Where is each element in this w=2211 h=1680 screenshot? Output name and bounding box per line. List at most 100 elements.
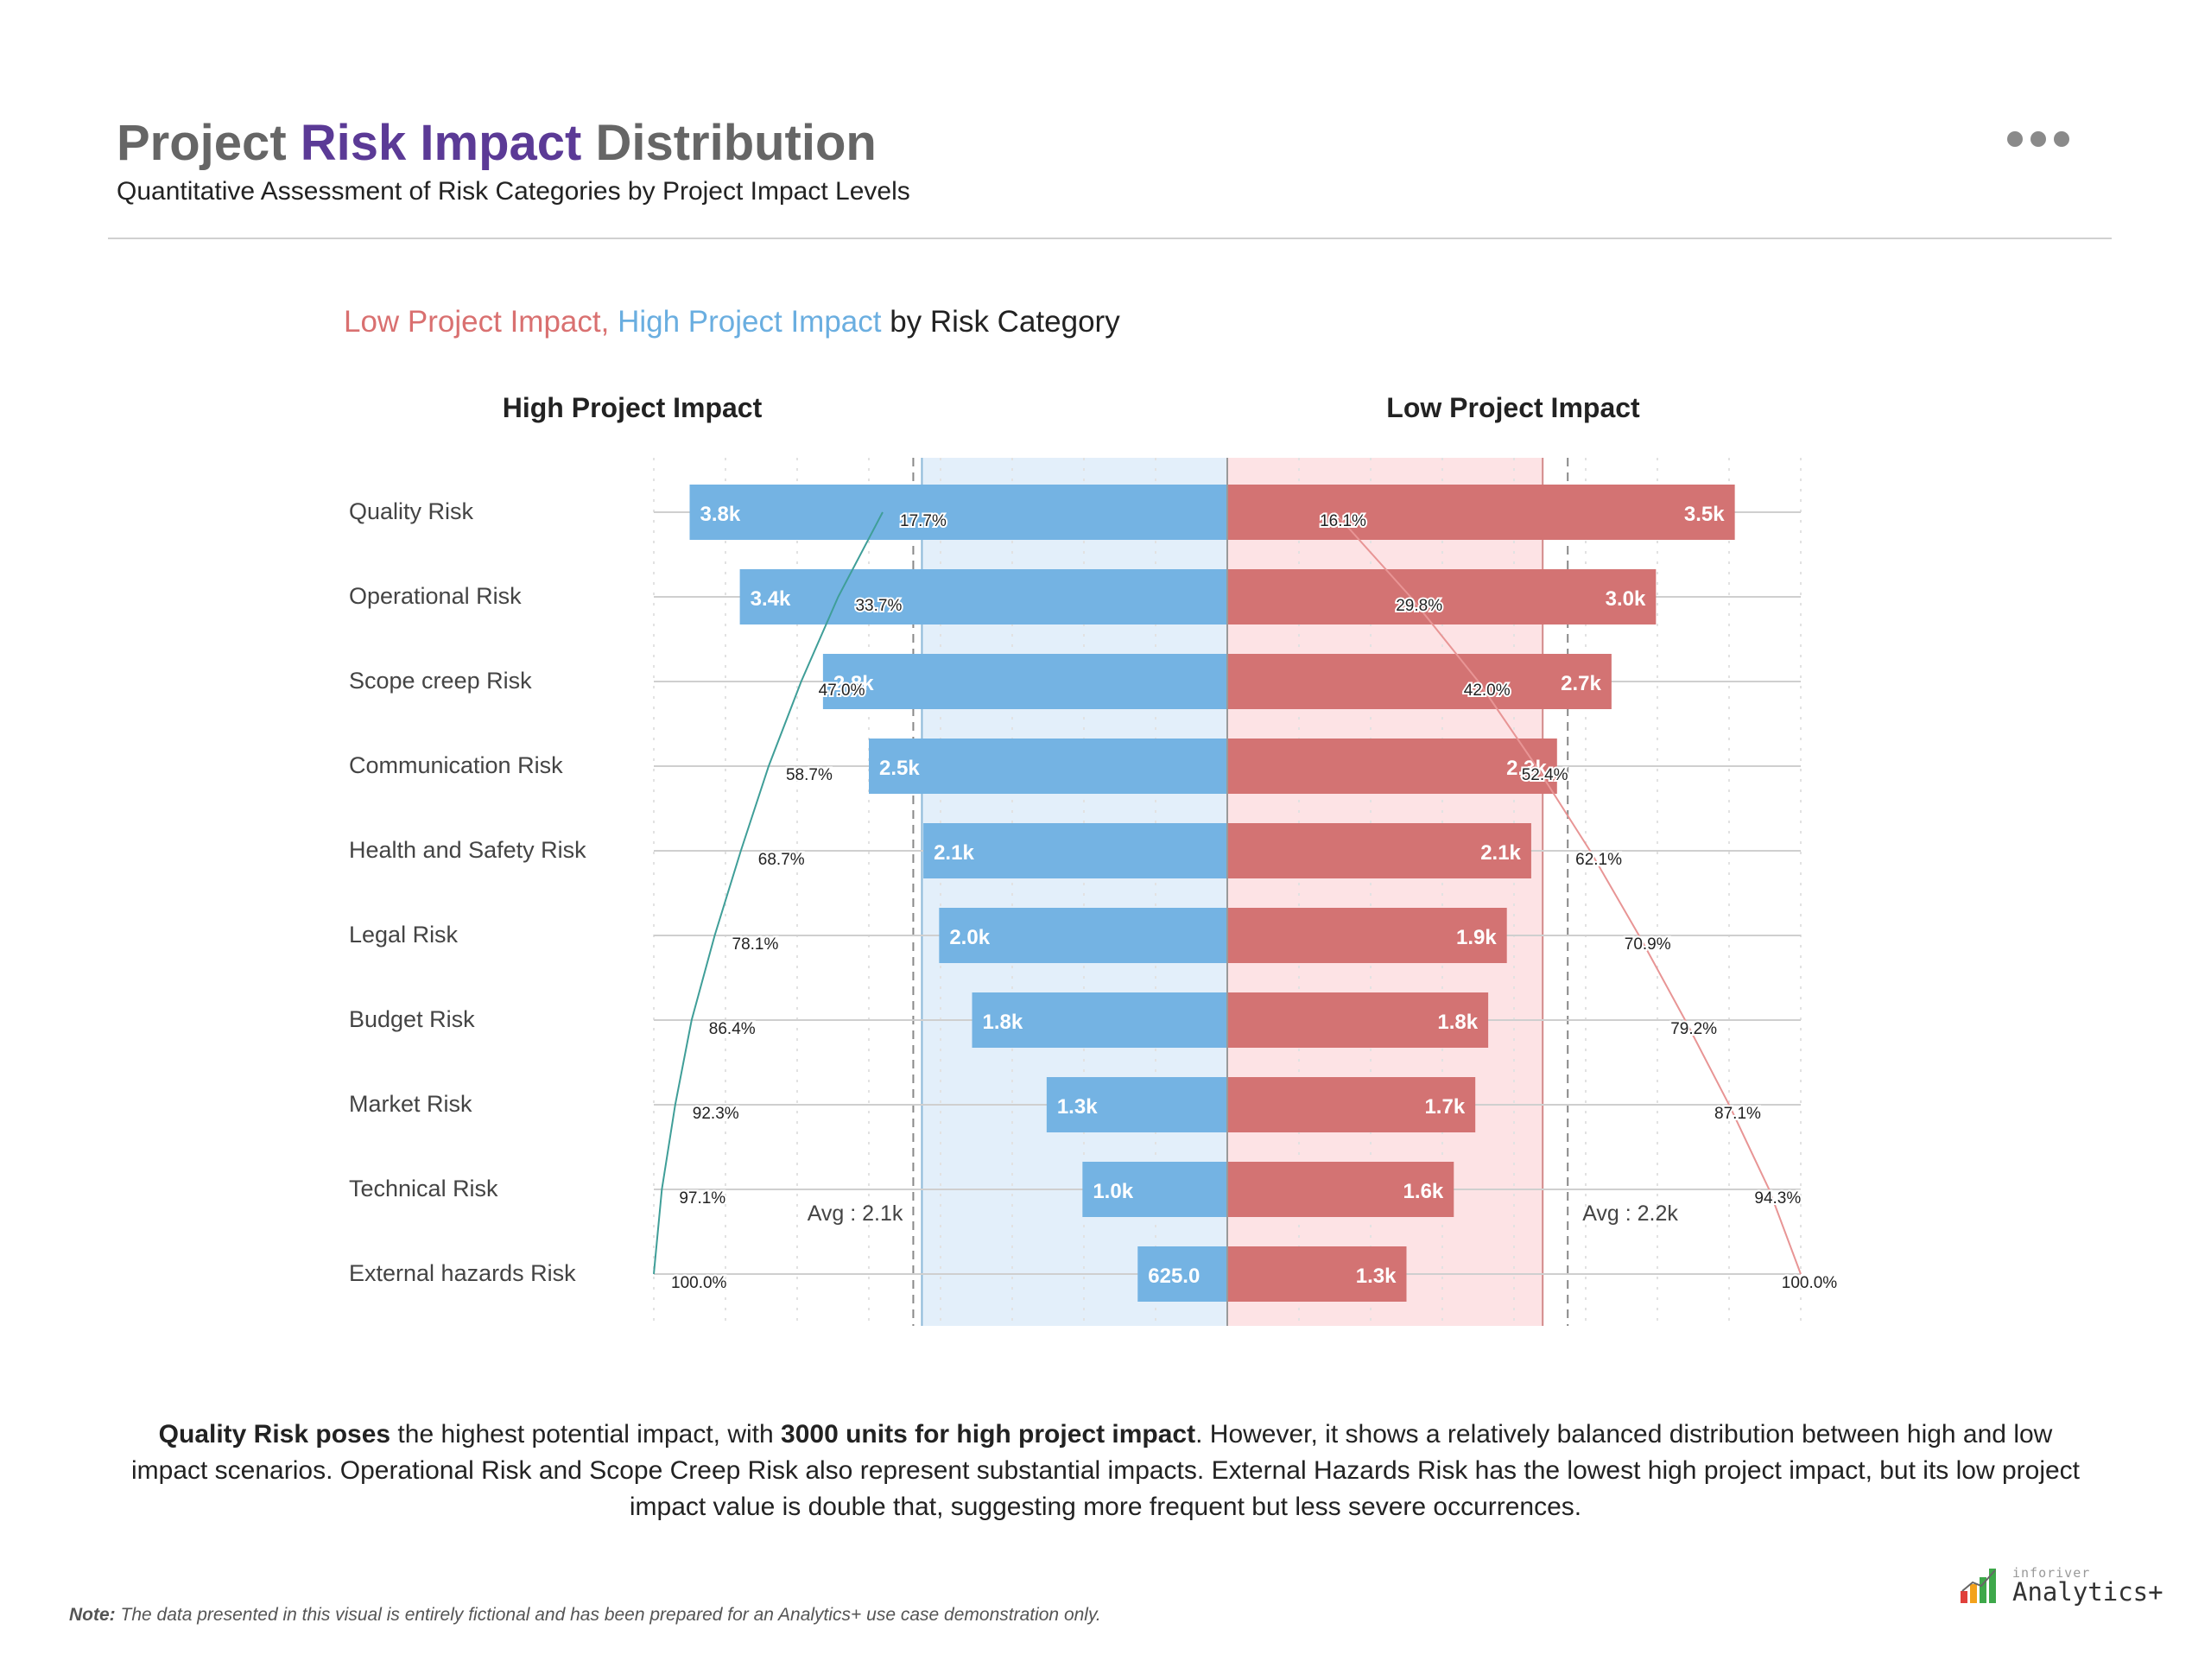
summary-bold-1: Quality Risk poses bbox=[158, 1420, 391, 1449]
high-bar-value: 1.0k bbox=[1093, 1180, 1133, 1203]
high-bar-value: 2.0k bbox=[949, 926, 990, 949]
high-cumulative-label: 78.1% bbox=[732, 935, 779, 954]
title-part-1: Project bbox=[117, 115, 301, 171]
brand-small: inforiver bbox=[2012, 1565, 2091, 1581]
low-impact-bar bbox=[1227, 485, 1735, 540]
category-label: Health and Safety Risk bbox=[349, 837, 586, 863]
category-label: Market Risk bbox=[349, 1091, 472, 1117]
low-bar-value: 1.7k bbox=[1424, 1095, 1465, 1119]
low-bar-value: 1.3k bbox=[1356, 1265, 1397, 1288]
right-panel-title: Low Project Impact bbox=[1386, 392, 1640, 423]
low-cumulative-label: 70.9% bbox=[1625, 935, 1671, 954]
title-accent: Risk Impact bbox=[300, 115, 582, 171]
high-cumulative-line bbox=[653, 511, 884, 1275]
high-average-label: Avg : 2.1k bbox=[808, 1201, 903, 1226]
low-impact-bar bbox=[1227, 1162, 1454, 1217]
diverging-bar-chart: High Project Impact Low Project Impact Qua… bbox=[349, 392, 1839, 1326]
low-cumulative-label: 16.1% bbox=[1320, 512, 1366, 530]
page-title: Project Risk Impact Distribution bbox=[117, 114, 877, 172]
low-cumulative-line bbox=[1334, 511, 1802, 1275]
chart-title-rest: by Risk Category bbox=[881, 305, 1120, 339]
summary-text-2: . However, it shows a relatively balance… bbox=[130, 1420, 2081, 1521]
category-label: Technical Risk bbox=[349, 1176, 498, 1201]
low-cumulative-label: 87.1% bbox=[1714, 1105, 1761, 1123]
high-bar-value: 2.5k bbox=[879, 757, 920, 780]
low-cumulative-label: 62.1% bbox=[1575, 851, 1622, 869]
high-bar-value: 1.3k bbox=[1057, 1095, 1098, 1119]
note-label: Note: bbox=[69, 1605, 116, 1625]
category-label: Budget Risk bbox=[349, 1006, 475, 1032]
high-cumulative-label: 47.0% bbox=[819, 682, 865, 700]
page-subtitle: Quantitative Assessment of Risk Categori… bbox=[117, 177, 910, 206]
chart-title-high: High Project Impact bbox=[618, 305, 882, 339]
high-cumulative-label: 17.7% bbox=[900, 512, 947, 530]
low-bar-value: 1.8k bbox=[1437, 1011, 1478, 1034]
low-bar-value: 3.5k bbox=[1684, 503, 1725, 526]
high-impact-bar bbox=[822, 654, 1227, 709]
category-label: Scope creep Risk bbox=[349, 668, 532, 694]
high-bar-value: 3.8k bbox=[700, 503, 741, 526]
low-impact-bar bbox=[1227, 739, 1557, 794]
high-bar-value: 2.1k bbox=[934, 841, 974, 865]
low-bar-value: 3.0k bbox=[1606, 587, 1646, 611]
high-bar-value: 2.8k bbox=[833, 672, 874, 695]
insight-summary: Quality Risk poses the highest potential… bbox=[130, 1417, 2081, 1525]
high-impact-bar bbox=[739, 569, 1227, 624]
low-bar-value: 2.3k bbox=[1506, 757, 1547, 780]
high-cumulative-label: 92.3% bbox=[693, 1105, 739, 1123]
low-bar-value: 1.9k bbox=[1456, 926, 1497, 949]
high-cumulative-label: 97.1% bbox=[679, 1189, 725, 1208]
title-part-3: Distribution bbox=[581, 115, 877, 171]
low-cumulative-label: 100.0% bbox=[1782, 1274, 1838, 1292]
summary-bold-2: 3000 units for high project impact bbox=[781, 1420, 1196, 1449]
low-cumulative-label: 79.2% bbox=[1670, 1020, 1717, 1038]
low-bar-value: 2.7k bbox=[1561, 672, 1601, 695]
category-label: External hazards Risk bbox=[349, 1260, 576, 1286]
category-label: Legal Risk bbox=[349, 922, 459, 948]
high-cumulative-label: 86.4% bbox=[709, 1020, 756, 1038]
left-panel-title: High Project Impact bbox=[503, 392, 763, 423]
high-impact-bar bbox=[1082, 1162, 1227, 1217]
low-impact-bar bbox=[1227, 569, 1657, 624]
brand-name: Analytics+ bbox=[2012, 1577, 2163, 1607]
high-cumulative-label: 33.7% bbox=[855, 597, 902, 615]
chart-title: Low Project Impact, High Project Impact … bbox=[344, 305, 1120, 339]
high-impact-bar bbox=[923, 823, 1227, 878]
low-impact-bar bbox=[1227, 1077, 1476, 1132]
low-bar-value: 2.1k bbox=[1480, 841, 1521, 865]
high-cumulative-label: 100.0% bbox=[671, 1274, 727, 1292]
high-cumulative-label: 58.7% bbox=[786, 766, 833, 784]
high-impact-bar bbox=[689, 485, 1227, 540]
category-label: Operational Risk bbox=[349, 583, 522, 609]
low-cumulative-label: 52.4% bbox=[1522, 766, 1568, 784]
high-bar-value: 1.8k bbox=[983, 1011, 1023, 1034]
header-divider bbox=[108, 238, 2112, 239]
category-label: Quality Risk bbox=[349, 498, 474, 524]
high-impact-bar bbox=[1046, 1077, 1227, 1132]
low-cumulative-label: 29.8% bbox=[1396, 597, 1442, 615]
high-impact-bar bbox=[972, 992, 1227, 1048]
more-options-icon[interactable] bbox=[2007, 131, 2094, 157]
low-impact-bar bbox=[1227, 823, 1531, 878]
chart-title-low: Low Project Impact, bbox=[344, 305, 610, 339]
footnote: Note: The data presented in this visual … bbox=[69, 1605, 1101, 1626]
low-average-label: Avg : 2.2k bbox=[1582, 1201, 1678, 1226]
low-cumulative-label: 42.0% bbox=[1464, 682, 1511, 700]
low-bar-value: 1.6k bbox=[1403, 1180, 1444, 1203]
low-cumulative-label: 94.3% bbox=[1754, 1189, 1801, 1208]
low-impact-bar bbox=[1227, 1246, 1407, 1302]
low-impact-bar bbox=[1227, 992, 1489, 1048]
note-text: The data presented in this visual is ent… bbox=[115, 1605, 1101, 1625]
high-impact-bar bbox=[869, 739, 1227, 794]
summary-text-1: the highest potential impact, with bbox=[390, 1420, 782, 1449]
category-label: Communication Risk bbox=[349, 752, 563, 778]
low-impact-bar bbox=[1227, 654, 1612, 709]
bar-chart-logo-icon bbox=[1961, 1569, 1996, 1603]
high-impact-bar bbox=[1137, 1246, 1227, 1302]
high-impact-bar bbox=[939, 908, 1227, 963]
analytics-plus-logo[interactable]: inforiver Analytics+ bbox=[1961, 1565, 2163, 1608]
high-bar-value: 625.0 bbox=[1148, 1265, 1200, 1288]
low-impact-bar bbox=[1227, 908, 1507, 963]
high-bar-value: 3.4k bbox=[751, 587, 791, 611]
high-cumulative-label: 68.7% bbox=[758, 851, 805, 869]
